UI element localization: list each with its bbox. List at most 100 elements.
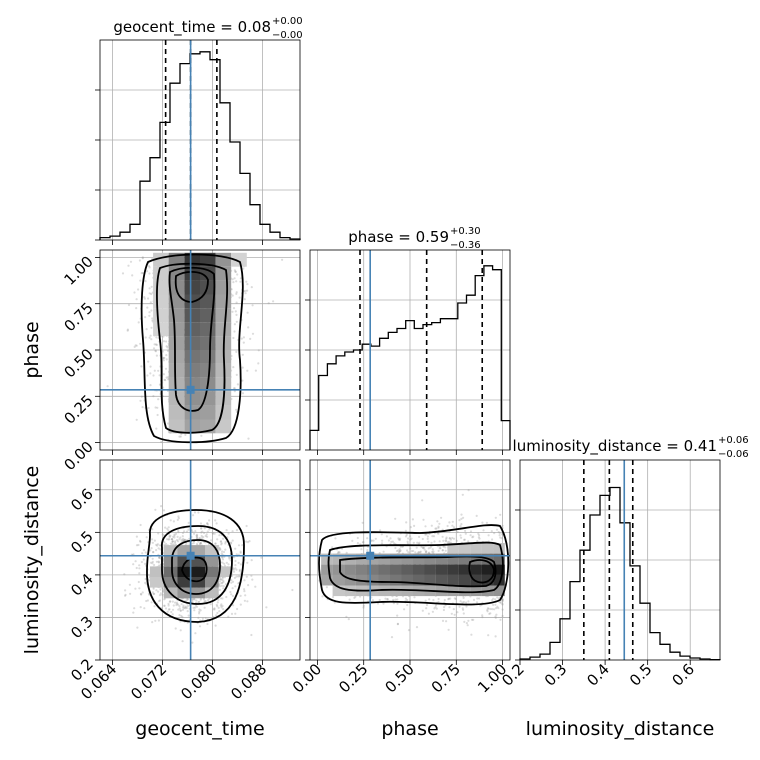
density-cell bbox=[200, 252, 216, 267]
scatter-point bbox=[427, 547, 430, 550]
scatter-point bbox=[404, 535, 408, 538]
scatter-point bbox=[438, 540, 441, 543]
scatter-point bbox=[437, 532, 440, 535]
density-cell bbox=[153, 266, 169, 281]
scatter-point bbox=[231, 278, 234, 281]
scatter-point bbox=[199, 598, 202, 601]
scatter-point bbox=[232, 387, 236, 390]
density-cell bbox=[150, 566, 164, 577]
scatter-point bbox=[438, 547, 441, 550]
density-cell bbox=[215, 294, 232, 309]
scatter-point bbox=[232, 570, 236, 573]
scatter-point bbox=[260, 556, 263, 559]
scatter-point bbox=[144, 336, 147, 339]
scatter-point bbox=[501, 598, 504, 601]
density-cell bbox=[168, 308, 185, 323]
scatter-point bbox=[163, 604, 166, 607]
density-cell bbox=[401, 553, 413, 565]
scatter-point bbox=[160, 505, 163, 508]
scatter-point bbox=[151, 528, 154, 531]
scatter-point bbox=[218, 582, 221, 585]
scatter-point bbox=[444, 549, 447, 552]
scatter-point bbox=[230, 612, 234, 616]
truth-marker bbox=[366, 551, 375, 560]
density-cell bbox=[332, 574, 345, 586]
scatter-point bbox=[371, 599, 374, 602]
scatter-point bbox=[482, 529, 485, 532]
scatter-point bbox=[462, 596, 465, 600]
scatter-point bbox=[203, 531, 206, 535]
density-cell bbox=[184, 350, 200, 364]
scatter-point bbox=[362, 606, 365, 609]
scatter-point bbox=[257, 362, 260, 365]
scatter-point bbox=[481, 616, 484, 619]
scatter-point bbox=[251, 304, 254, 307]
scatter-point bbox=[230, 579, 233, 582]
scatter-point bbox=[184, 607, 187, 610]
scatter-point bbox=[499, 601, 502, 604]
scatter-point bbox=[472, 535, 475, 538]
scatter-point bbox=[195, 533, 199, 536]
scatter-point bbox=[158, 599, 162, 602]
scatter-point bbox=[407, 551, 410, 554]
scatter-point bbox=[487, 634, 490, 637]
scatter-point bbox=[230, 593, 233, 596]
scatter-point bbox=[382, 550, 385, 553]
scatter-point bbox=[231, 530, 234, 533]
scatter-point bbox=[151, 562, 154, 565]
scatter-point bbox=[476, 540, 479, 543]
density-cell bbox=[168, 322, 185, 337]
scatter-point bbox=[158, 594, 162, 597]
scatter-point bbox=[410, 537, 413, 540]
scatter-point bbox=[448, 537, 451, 540]
scatter-point bbox=[232, 366, 235, 369]
title-phase-sub: −0.36 bbox=[450, 240, 481, 251]
scatter-point bbox=[378, 598, 381, 602]
truth-marker bbox=[186, 385, 195, 394]
scatter-point bbox=[176, 602, 179, 605]
scatter-point bbox=[362, 541, 365, 544]
scatter-point bbox=[157, 619, 160, 622]
density-cell bbox=[177, 587, 192, 599]
scatter-point bbox=[202, 597, 205, 601]
scatter-point bbox=[493, 532, 496, 535]
scatter-point bbox=[187, 614, 190, 617]
scatter-point bbox=[428, 598, 431, 601]
scatter-point bbox=[151, 541, 154, 544]
scatter-point bbox=[244, 594, 247, 597]
scatter-point bbox=[195, 543, 199, 546]
density-cell bbox=[163, 566, 178, 577]
scatter-point bbox=[206, 530, 209, 533]
scatter-point bbox=[204, 617, 207, 620]
scatter-point bbox=[495, 607, 498, 610]
scatter-point bbox=[123, 573, 126, 576]
scatter-point bbox=[434, 606, 437, 609]
scatter-point bbox=[434, 604, 438, 607]
density-cell bbox=[163, 545, 178, 556]
scatter-point bbox=[235, 280, 238, 283]
scatter-point bbox=[152, 395, 155, 398]
scatter-point bbox=[501, 603, 504, 606]
scatter-point bbox=[463, 620, 466, 624]
scatter-point bbox=[210, 539, 213, 542]
scatter-point bbox=[167, 529, 170, 532]
scatter-point bbox=[171, 543, 174, 546]
scatter-point bbox=[235, 292, 238, 295]
scatter-point bbox=[221, 556, 224, 559]
scatter-point bbox=[464, 532, 467, 535]
density-cell bbox=[435, 574, 448, 586]
scatter-point bbox=[244, 289, 247, 293]
density-cell bbox=[413, 574, 425, 586]
contour-line bbox=[161, 525, 233, 605]
scatter-point bbox=[499, 618, 502, 621]
scatter-point bbox=[215, 522, 218, 525]
panel-phase-vs-phase bbox=[310, 250, 510, 450]
contour-line bbox=[327, 541, 504, 594]
scatter-point bbox=[222, 587, 225, 590]
scatter-point bbox=[134, 587, 137, 590]
scatter-point bbox=[198, 625, 202, 628]
scatter-point bbox=[411, 518, 414, 521]
scatter-point bbox=[497, 530, 500, 534]
density-cell bbox=[344, 564, 356, 575]
density-cell bbox=[424, 574, 436, 586]
